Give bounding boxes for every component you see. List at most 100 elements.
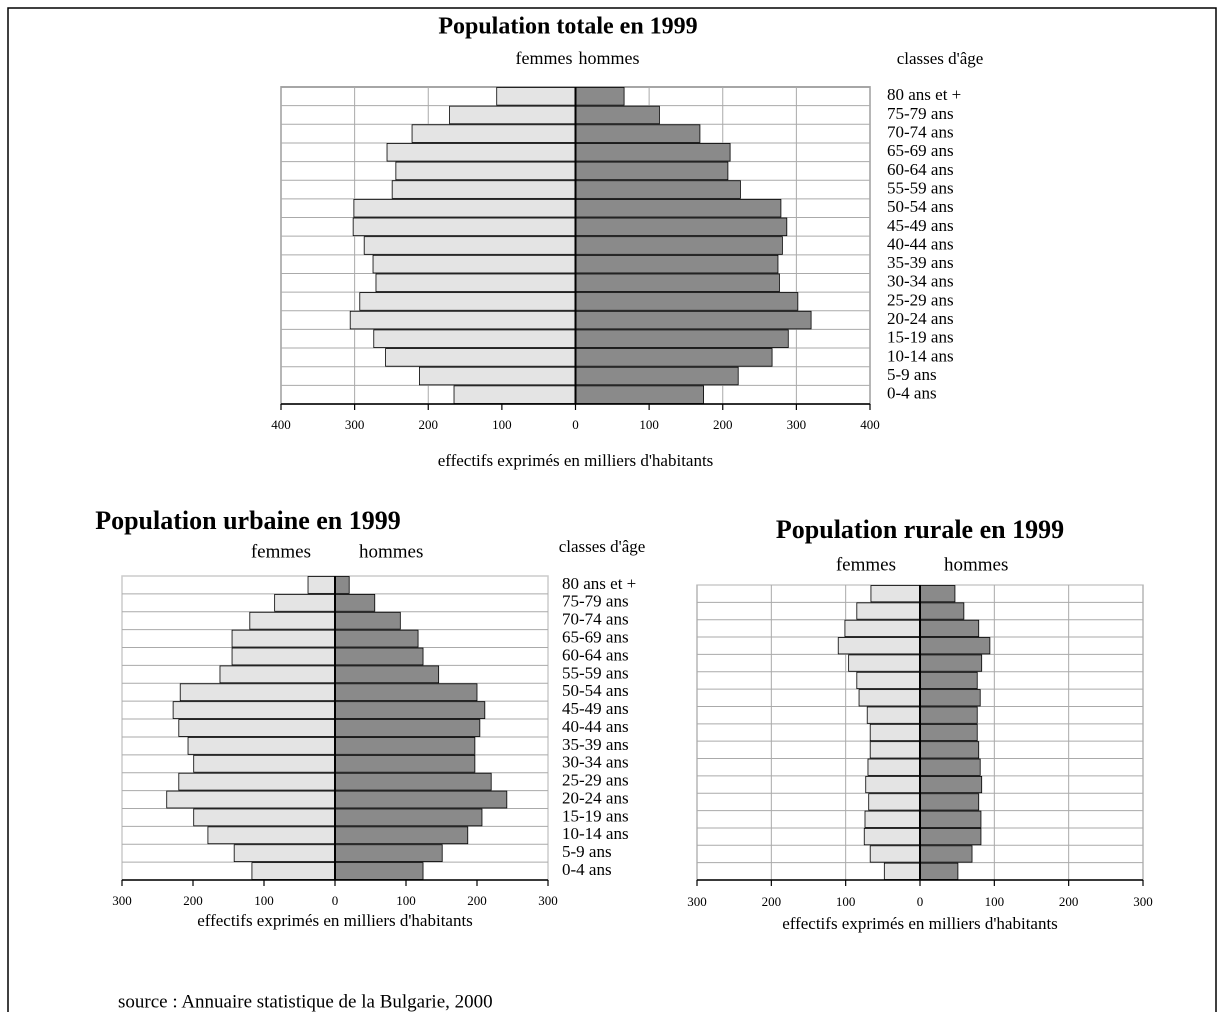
bar xyxy=(575,292,799,311)
category-label: 75-79 ans xyxy=(562,592,629,611)
bar xyxy=(207,826,336,845)
category-label: 70-74 ans xyxy=(562,610,629,629)
category-label: 25-29 ans xyxy=(887,290,954,309)
bar xyxy=(869,845,921,863)
bar xyxy=(334,862,424,880)
bar xyxy=(919,637,991,655)
bar xyxy=(231,629,336,648)
bar xyxy=(865,775,921,794)
bar xyxy=(386,143,576,162)
bar xyxy=(307,576,336,594)
category-label: 0-4 ans xyxy=(562,860,612,879)
bar xyxy=(334,790,508,809)
category-label: 20-24 ans xyxy=(562,788,629,807)
x-tick-label: 300 xyxy=(538,893,558,908)
x-tick-label: 200 xyxy=(467,893,487,908)
legend-label: hommes xyxy=(944,554,1008,575)
bar xyxy=(334,683,478,702)
bar xyxy=(453,385,576,404)
bar xyxy=(251,862,336,880)
category-label: 50-54 ans xyxy=(562,681,629,700)
x-tick-label: 200 xyxy=(1059,894,1079,909)
category-label: 70-74 ans xyxy=(887,123,954,142)
bar xyxy=(844,619,921,637)
category-label: 80 ans et + xyxy=(562,574,636,593)
x-axis-label: effectifs exprimés en milliers d'habitan… xyxy=(782,914,1058,933)
bar xyxy=(869,741,921,759)
source: source : Annuaire statistique de la Bulg… xyxy=(118,991,493,1012)
category-label: 5-9 ans xyxy=(562,842,612,861)
x-tick-label: 0 xyxy=(917,894,924,909)
x-axis-label: effectifs exprimés en milliers d'habitan… xyxy=(438,451,714,470)
bar xyxy=(395,161,576,181)
bar xyxy=(575,198,782,218)
category-label: 55-59 ans xyxy=(887,178,954,197)
bar xyxy=(219,665,336,684)
y-axis-label: classes d'âge xyxy=(559,537,646,556)
bar xyxy=(249,611,336,630)
legend-label: femmes xyxy=(516,48,573,68)
bar xyxy=(575,329,789,348)
bar xyxy=(363,236,576,255)
bar xyxy=(575,254,779,274)
bar xyxy=(856,602,921,620)
bar xyxy=(919,775,983,794)
category-label: 40-44 ans xyxy=(562,717,629,736)
bar xyxy=(372,254,576,274)
x-tick-label: 200 xyxy=(713,417,733,432)
category-label: 35-39 ans xyxy=(562,735,629,754)
bar xyxy=(179,683,336,702)
bar xyxy=(919,845,973,863)
bar xyxy=(353,198,576,218)
bar xyxy=(867,758,921,776)
bar xyxy=(193,808,336,827)
bar xyxy=(575,348,773,367)
bar xyxy=(411,124,576,143)
bar xyxy=(575,385,705,404)
bar xyxy=(864,810,921,828)
bar xyxy=(419,366,576,386)
bar xyxy=(919,654,983,672)
bar xyxy=(575,310,812,330)
bar xyxy=(334,808,483,827)
category-label: 55-59 ans xyxy=(562,663,629,682)
bar xyxy=(575,143,731,162)
bar xyxy=(187,737,336,755)
category-label: 10-14 ans xyxy=(562,824,629,843)
chart-title: Population urbaine en 1999 xyxy=(95,506,401,535)
x-tick-label: 300 xyxy=(1133,894,1153,909)
bar xyxy=(919,741,980,759)
x-tick-label: 0 xyxy=(572,417,579,432)
bar xyxy=(919,619,980,637)
category-label: 30-34 ans xyxy=(562,753,629,772)
category-label: 40-44 ans xyxy=(887,234,954,253)
bar xyxy=(385,348,576,367)
legend-label: femmes xyxy=(251,541,311,562)
x-tick-label: 100 xyxy=(836,894,856,909)
bar xyxy=(575,124,701,143)
category-label: 45-49 ans xyxy=(887,216,954,235)
bar xyxy=(178,772,336,791)
category-label: 15-19 ans xyxy=(562,806,629,825)
x-tick-label: 400 xyxy=(860,417,880,432)
bar xyxy=(359,292,576,311)
bar xyxy=(334,576,350,594)
bar xyxy=(919,706,978,724)
bar xyxy=(334,701,486,719)
category-label: 75-79 ans xyxy=(887,104,954,123)
bar xyxy=(334,593,376,612)
x-tick-label: 100 xyxy=(492,417,512,432)
bar xyxy=(172,701,336,719)
bar xyxy=(919,810,982,828)
x-tick-label: 200 xyxy=(183,893,203,908)
y-axis-label: classes d'âge xyxy=(897,49,984,68)
page-frame xyxy=(7,7,1217,1012)
bar xyxy=(349,310,576,330)
bar xyxy=(919,671,978,690)
category-label: 80 ans et + xyxy=(887,85,961,104)
category-label: 35-39 ans xyxy=(887,253,954,272)
x-tick-label: 100 xyxy=(639,417,659,432)
x-tick-label: 400 xyxy=(271,417,291,432)
bar xyxy=(334,844,443,863)
bar xyxy=(233,844,336,863)
